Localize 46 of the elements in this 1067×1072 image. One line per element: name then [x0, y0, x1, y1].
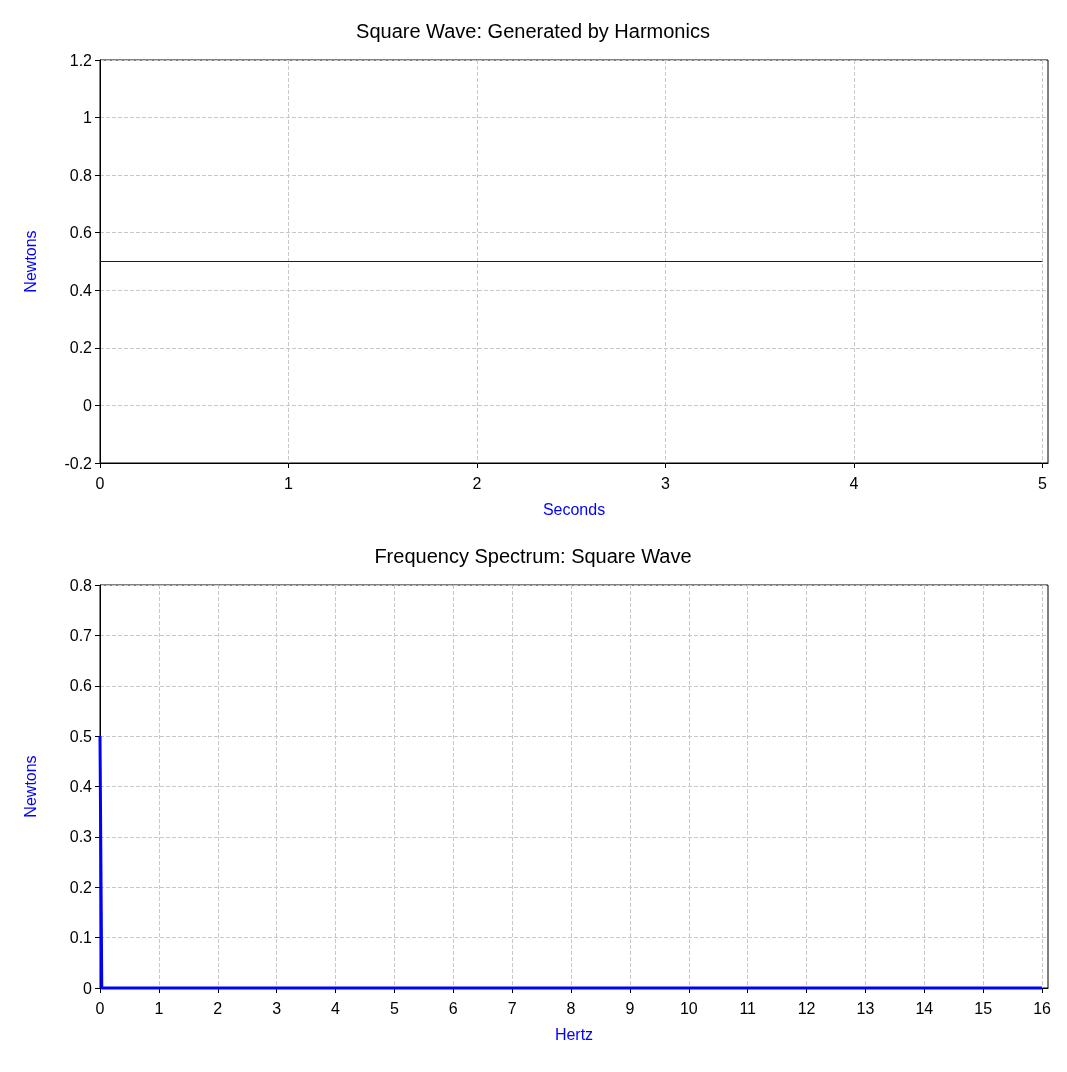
x-tick-label: 14: [915, 999, 934, 1017]
y-tick-label: 0.5: [69, 727, 93, 745]
x-tick-label: 0: [95, 999, 105, 1017]
x-tick-label: 1: [284, 474, 294, 492]
y-tick-label: 0.2: [69, 878, 93, 896]
x-tick-label: 4: [331, 999, 341, 1017]
y-tick-label: -0.2: [64, 454, 93, 472]
y-tick-label: 0.8: [69, 166, 93, 184]
x-tick-label: 5: [1037, 474, 1047, 492]
x-tick-label: 11: [739, 999, 757, 1017]
chart-title: Frequency Spectrum: Square Wave: [374, 545, 692, 567]
x-tick-label: 4: [849, 474, 859, 492]
x-tick-label: 7: [507, 999, 517, 1017]
y-tick-label: 0.8: [69, 576, 93, 594]
y-tick-label: 0.7: [69, 626, 93, 644]
y-tick-label: 1: [83, 109, 93, 127]
x-tick-label: 2: [472, 474, 482, 492]
y-tick-label: 0.4: [69, 778, 93, 795]
y-tick-label: 0: [83, 979, 93, 997]
x-tick-label: 6: [448, 999, 458, 1017]
x-tick-label: 3: [272, 999, 282, 1017]
x-tick-label: 0: [95, 474, 105, 492]
y-tick-label: 0.3: [69, 828, 93, 846]
x-tick-label: 1: [154, 999, 164, 1017]
y-tick-label: 0.6: [69, 224, 93, 242]
x-tick-label: 5: [389, 999, 399, 1017]
x-tick-label: 2: [213, 999, 223, 1017]
x-tick-label: 8: [566, 999, 576, 1017]
x-axis-title: Seconds: [542, 500, 606, 518]
chart-title: Square Wave: Generated by Harmonics: [356, 20, 710, 42]
x-tick-label: 3: [660, 474, 670, 492]
x-tick-label: 16: [1033, 999, 1052, 1017]
y-tick-label: 1.2: [69, 51, 93, 69]
x-axis-title: Hertz: [554, 1025, 594, 1043]
y-tick-label: 0.4: [69, 281, 93, 299]
x-tick-label: 10: [679, 999, 698, 1017]
y-tick-label: 0.2: [69, 339, 93, 357]
y-axis-title: Newtons: [21, 755, 39, 818]
y-tick-label: 0: [83, 396, 93, 414]
y-tick-label: 0.1: [69, 929, 93, 947]
x-tick-label: 12: [797, 999, 816, 1017]
y-axis-title: Newtons: [21, 230, 39, 293]
y-tick-label: 0.6: [69, 677, 93, 695]
x-tick-label: 15: [974, 999, 993, 1017]
x-tick-label: 9: [625, 999, 635, 1017]
x-tick-label: 13: [856, 999, 875, 1017]
